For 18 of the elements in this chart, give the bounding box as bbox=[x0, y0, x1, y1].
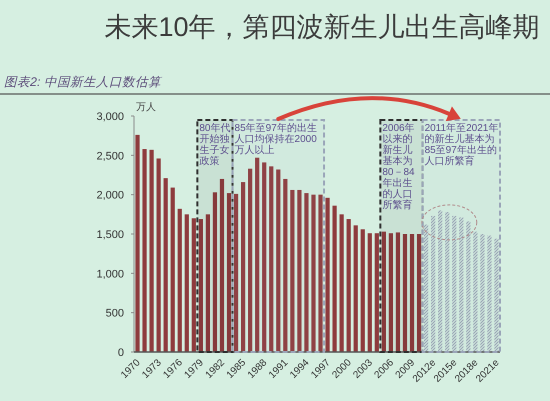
band-label: 2006年以来的新生儿基本为80－84年出生的人口所繁育 bbox=[382, 122, 416, 211]
y-tick-label: 0 bbox=[118, 347, 124, 359]
y-tick-label: 1,000 bbox=[96, 268, 124, 280]
band-label: 85年至97年的出生人口均保持在2000万人以上 bbox=[234, 122, 318, 156]
band: 85年至97年的出生人口均保持在2000万人以上 bbox=[232, 119, 326, 353]
band: 80年代开始独生子女政策 bbox=[196, 119, 234, 353]
y-axis-title: 万人 bbox=[136, 102, 156, 113]
y-tick-label: 2,500 bbox=[96, 150, 124, 162]
band: 2006年以来的新生儿基本为80－84年出生的人口所繁育 bbox=[379, 119, 424, 353]
y-tick-label: 1,500 bbox=[96, 229, 124, 241]
y-tick-label: 2,000 bbox=[96, 190, 124, 202]
y-tick-label: 500 bbox=[106, 308, 124, 320]
chart-subtitle: 图表2: 中国新生人口数估算 bbox=[4, 75, 163, 89]
band-label: 80年代开始独生子女政策 bbox=[199, 122, 230, 167]
band-label: 2011年至2021年的新生儿基本为85至97年出生的人口所繁育 bbox=[424, 122, 498, 167]
y-tick-label: 3,000 bbox=[96, 111, 124, 123]
chart-title: 未来10年，第四波新生儿出生高峰期 bbox=[104, 12, 540, 42]
band: 2011年至2021年的新生儿基本为85至97年出生的人口所繁育 bbox=[422, 119, 501, 353]
